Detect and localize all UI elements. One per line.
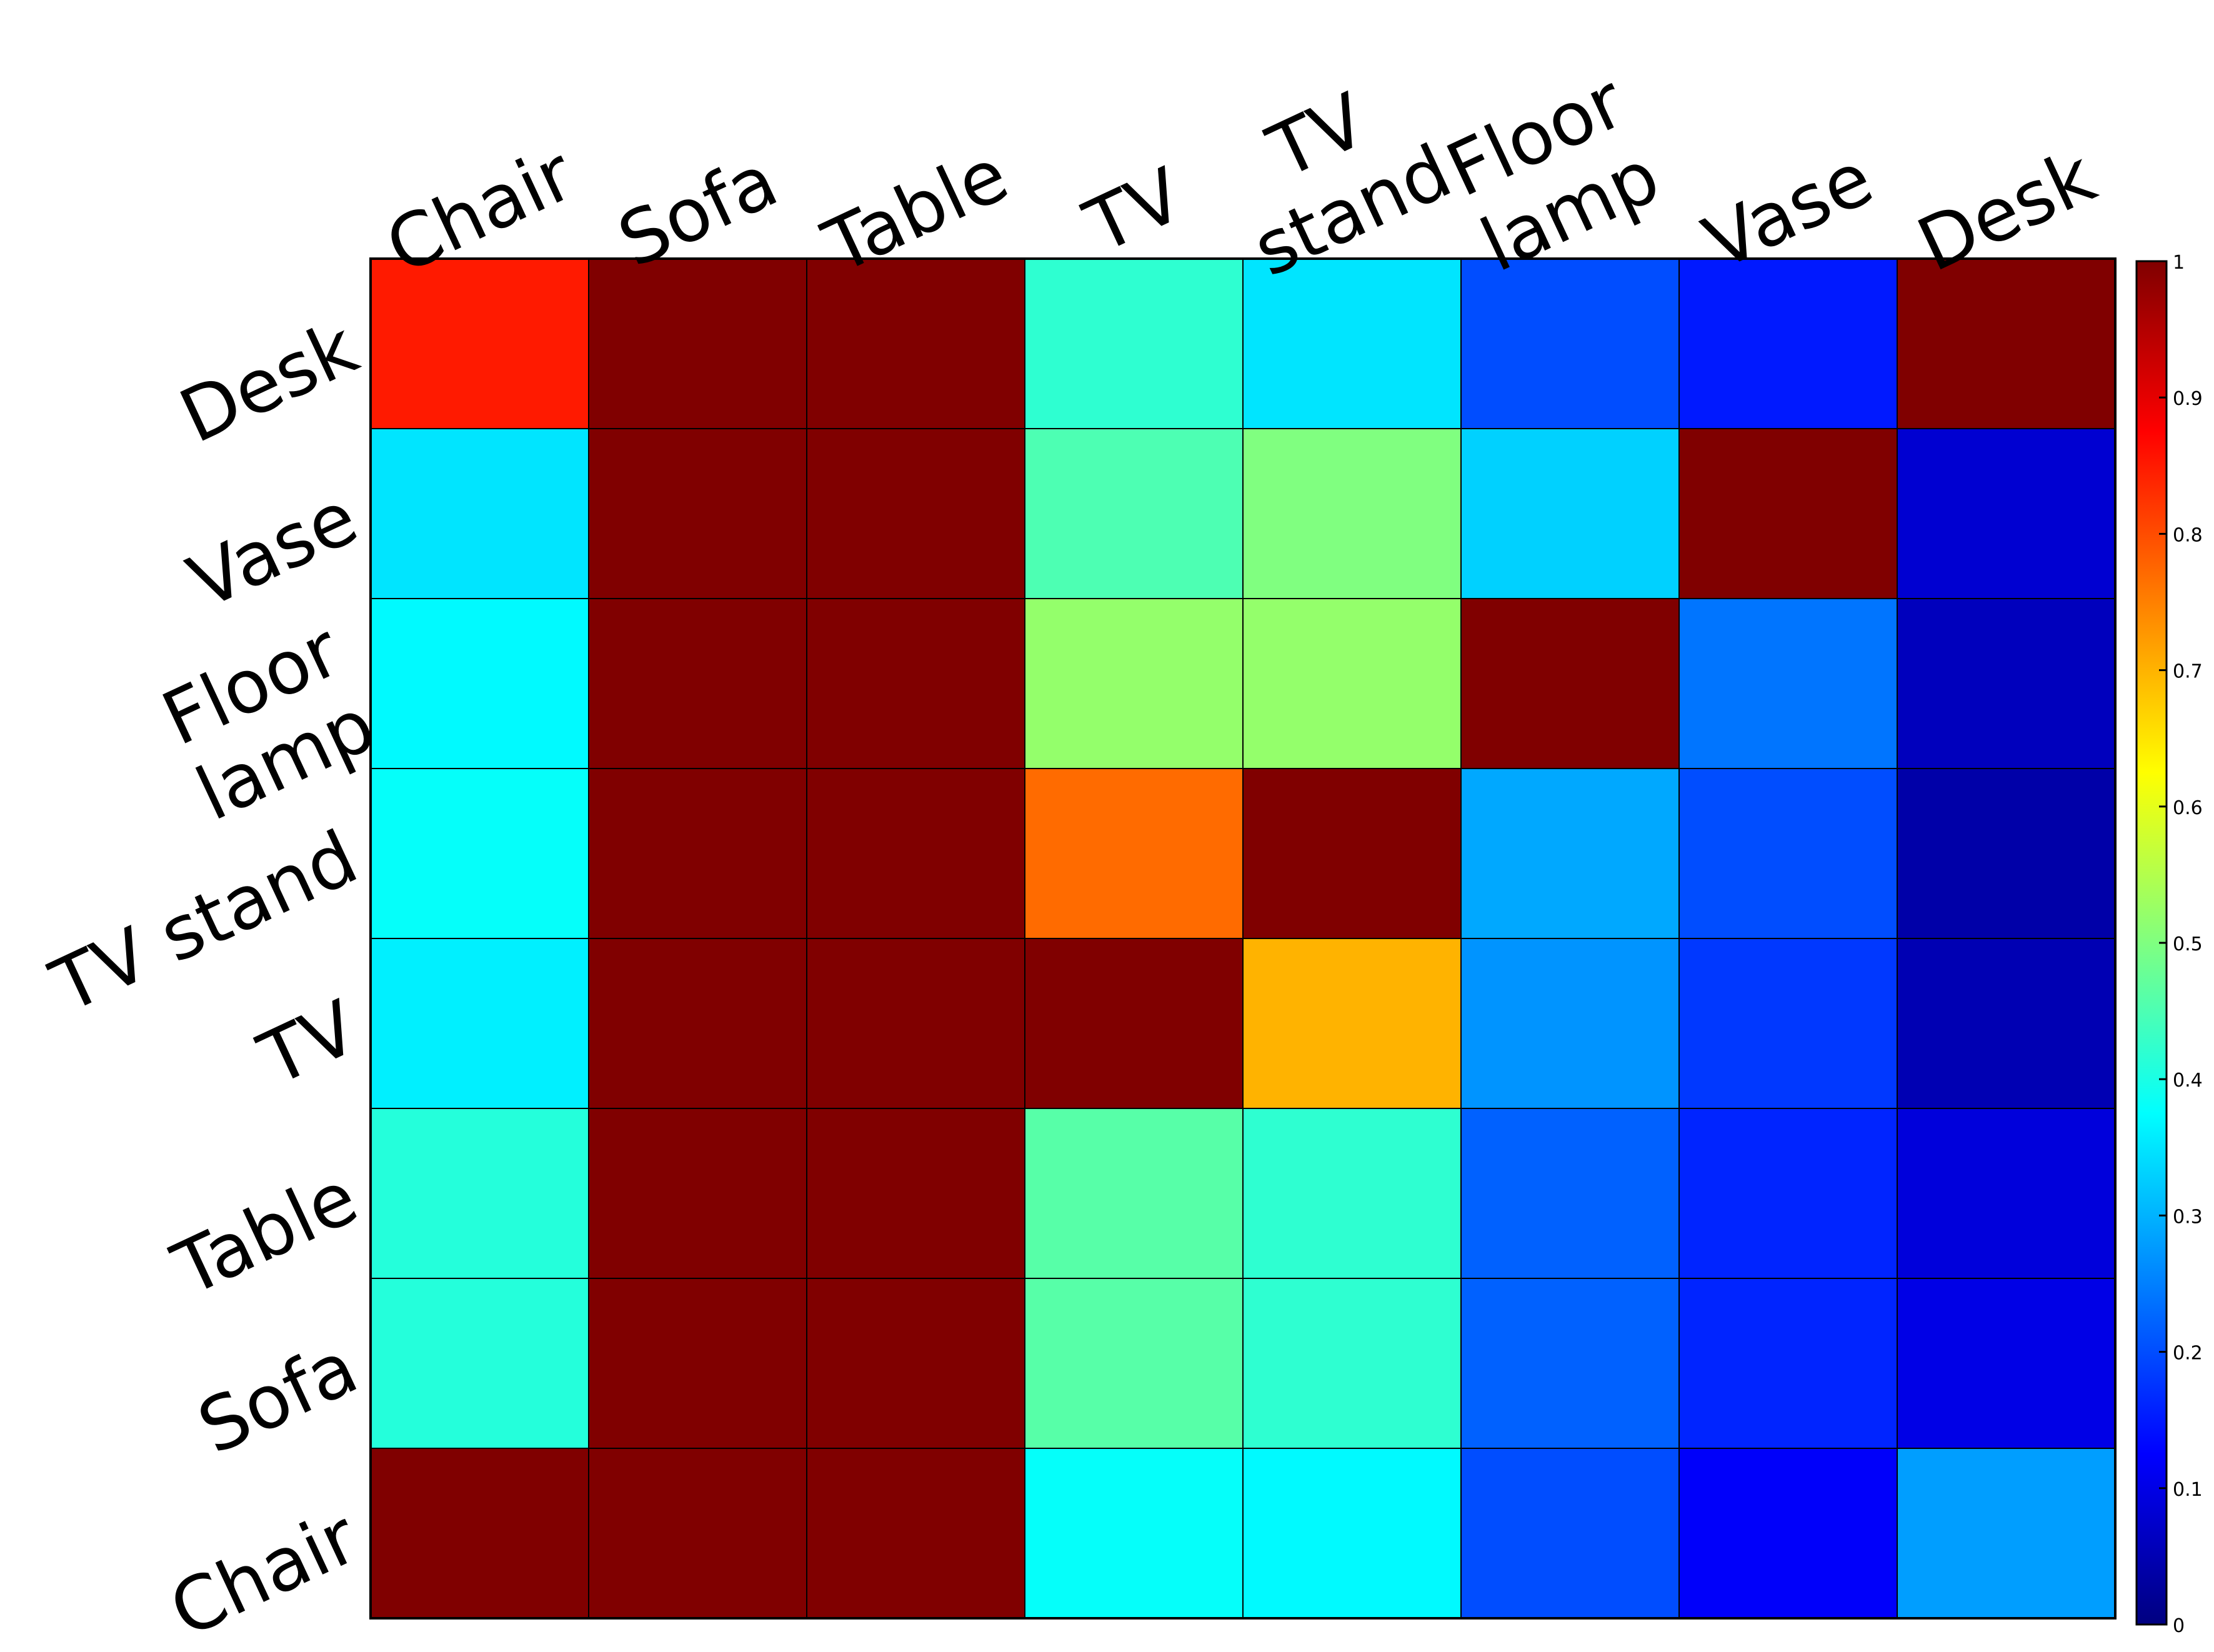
heatmap-cell-desk-sofa — [588, 258, 807, 429]
heatmap-cell-chair-vase — [1678, 1448, 1898, 1619]
colorbar-tick-label: 0.3 — [2173, 1206, 2203, 1228]
colorbar-tick-label: 0.8 — [2173, 524, 2203, 546]
row-label-chair: Chair — [157, 1493, 370, 1649]
heatmap-cell-tv-stand-tv-stand — [1242, 768, 1462, 939]
heatmap-cell-table-vase — [1678, 1108, 1898, 1279]
heatmap-cell-chair-tv — [1024, 1448, 1244, 1619]
heatmap-cell-tv-desk — [1897, 938, 2116, 1109]
heatmap-cell-chair-table — [806, 1448, 1025, 1619]
heatmap-frame — [369, 257, 2117, 1620]
colorbar-tick-label: 0.4 — [2173, 1070, 2203, 1092]
heatmap-cell-table-table — [806, 1108, 1025, 1279]
heatmap-cell-tv-table — [806, 938, 1025, 1109]
heatmap-cell-chair-floor-lamp — [1460, 1448, 1680, 1619]
heatmap-cell-floor-lamp-desk — [1897, 598, 2116, 769]
heatmap-cell-desk-tv-stand — [1242, 258, 1462, 429]
heatmap-cell-desk-desk — [1897, 258, 2116, 429]
row-label-vase: Vase — [176, 474, 370, 626]
heatmap-cell-sofa-tv-stand — [1242, 1278, 1462, 1449]
colorbar: 0 0.1 0.2 0.3 0.4 0.5 0.6 0.7 0.8 0.9 1 — [2135, 252, 2203, 1637]
heatmap-cell-floor-lamp-chair — [370, 598, 589, 769]
heatmap-cell-chair-tv-stand — [1242, 1448, 1462, 1619]
heatmap-cell-tv-stand-table — [806, 768, 1025, 939]
heatmap-cell-table-floor-lamp — [1460, 1108, 1680, 1279]
heatmap-cell-table-chair — [370, 1108, 589, 1279]
heatmap-cell-tv-floor-lamp — [1460, 938, 1680, 1109]
heatmap-cell-desk-floor-lamp — [1460, 258, 1680, 429]
row-label-tv: TV — [246, 984, 370, 1103]
colorbar-tick-label: 0.6 — [2173, 797, 2203, 819]
heatmap-cell-floor-lamp-tv-stand — [1242, 598, 1462, 769]
row-label-desk: Desk — [167, 304, 370, 460]
heatmap-cell-table-desk — [1897, 1108, 2116, 1279]
heatmap-cell-desk-tv — [1024, 258, 1244, 429]
heatmap-cell-sofa-table — [806, 1278, 1025, 1449]
heatmap-cell-sofa-chair — [370, 1278, 589, 1449]
row-label-sofa: Sofa — [186, 1324, 370, 1471]
heatmap-cell-sofa-tv — [1024, 1278, 1244, 1449]
heatmap-cell-floor-lamp-tv — [1024, 598, 1244, 769]
heatmap-cell-tv-vase — [1678, 938, 1898, 1109]
column-label-tv-stand: TVstand — [1205, 53, 1464, 293]
heatmap-cell-floor-lamp-floor-lamp — [1460, 598, 1680, 769]
heatmap-cell-tv-chair — [370, 938, 589, 1109]
heatmap-cell-floor-lamp-table — [806, 598, 1025, 769]
heatmap-cell-tv-tv-stand — [1242, 938, 1462, 1109]
colorbar-tick-label: 0.2 — [2173, 1343, 2203, 1365]
heatmap-cell-vase-tv-stand — [1242, 428, 1462, 599]
heatmap-cell-tv-stand-vase — [1678, 768, 1898, 939]
heatmap-cell-vase-sofa — [588, 428, 807, 599]
heatmap-cell-tv-stand-sofa — [588, 768, 807, 939]
colorbar-tick-label: 0.5 — [2173, 933, 2203, 955]
heatmap-cell-table-sofa — [588, 1108, 807, 1279]
heatmap-cell-tv-tv — [1024, 938, 1244, 1109]
heatmap-cell-desk-vase — [1678, 258, 1898, 429]
heatmap-cell-tv-stand-desk — [1897, 768, 2116, 939]
column-label-tv: TV — [1072, 151, 1195, 270]
heatmap-cell-sofa-vase — [1678, 1278, 1898, 1449]
heatmap-cell-table-tv-stand — [1242, 1108, 1462, 1279]
heatmap-cell-vase-table — [806, 428, 1025, 599]
heatmap-cell-table-tv — [1024, 1108, 1244, 1279]
colorbar-tick-label: 0 — [2173, 1615, 2185, 1637]
heatmap-cell-sofa-floor-lamp — [1460, 1278, 1680, 1449]
colorbar-tick-label: 0.9 — [2173, 388, 2203, 410]
heatmap-cell-desk-chair — [370, 258, 589, 429]
heatmap-cell-vase-floor-lamp — [1460, 428, 1680, 599]
colorbar-tick-label: 1 — [2173, 252, 2185, 274]
heatmap-cell-desk-table — [806, 258, 1025, 429]
heatmap-cell-floor-lamp-vase — [1678, 598, 1898, 769]
heatmap-cell-sofa-desk — [1897, 1278, 2116, 1449]
row-label-table: Table — [160, 1154, 370, 1313]
heatmap-cell-floor-lamp-sofa — [588, 598, 807, 769]
heatmap-cell-vase-chair — [370, 428, 589, 599]
heatmap-cells — [369, 257, 2117, 1620]
column-label-floor-lamp: Floorlamp — [1434, 57, 1672, 288]
colorbar-tick-label: 0.7 — [2173, 661, 2203, 683]
heatmap-cell-chair-desk — [1897, 1448, 2116, 1619]
heatmap-cell-tv-stand-chair — [370, 768, 589, 939]
heatmap-cell-tv-stand-floor-lamp — [1460, 768, 1680, 939]
colorbar-tick-label: 0.1 — [2173, 1479, 2203, 1501]
heatmap-cell-tv-stand-tv — [1024, 768, 1244, 939]
row-label-floor-lamp: Floorlamp — [149, 607, 387, 838]
heatmap-cell-sofa-sofa — [588, 1278, 807, 1449]
heatmap-cell-vase-desk — [1897, 428, 2116, 599]
heatmap-cell-chair-chair — [370, 1448, 589, 1619]
heatmap-cell-vase-vase — [1678, 428, 1898, 599]
heatmap-cell-vase-tv — [1024, 428, 1244, 599]
heatmap-cell-chair-sofa — [588, 1448, 807, 1619]
heatmap-cell-tv-sofa — [588, 938, 807, 1109]
